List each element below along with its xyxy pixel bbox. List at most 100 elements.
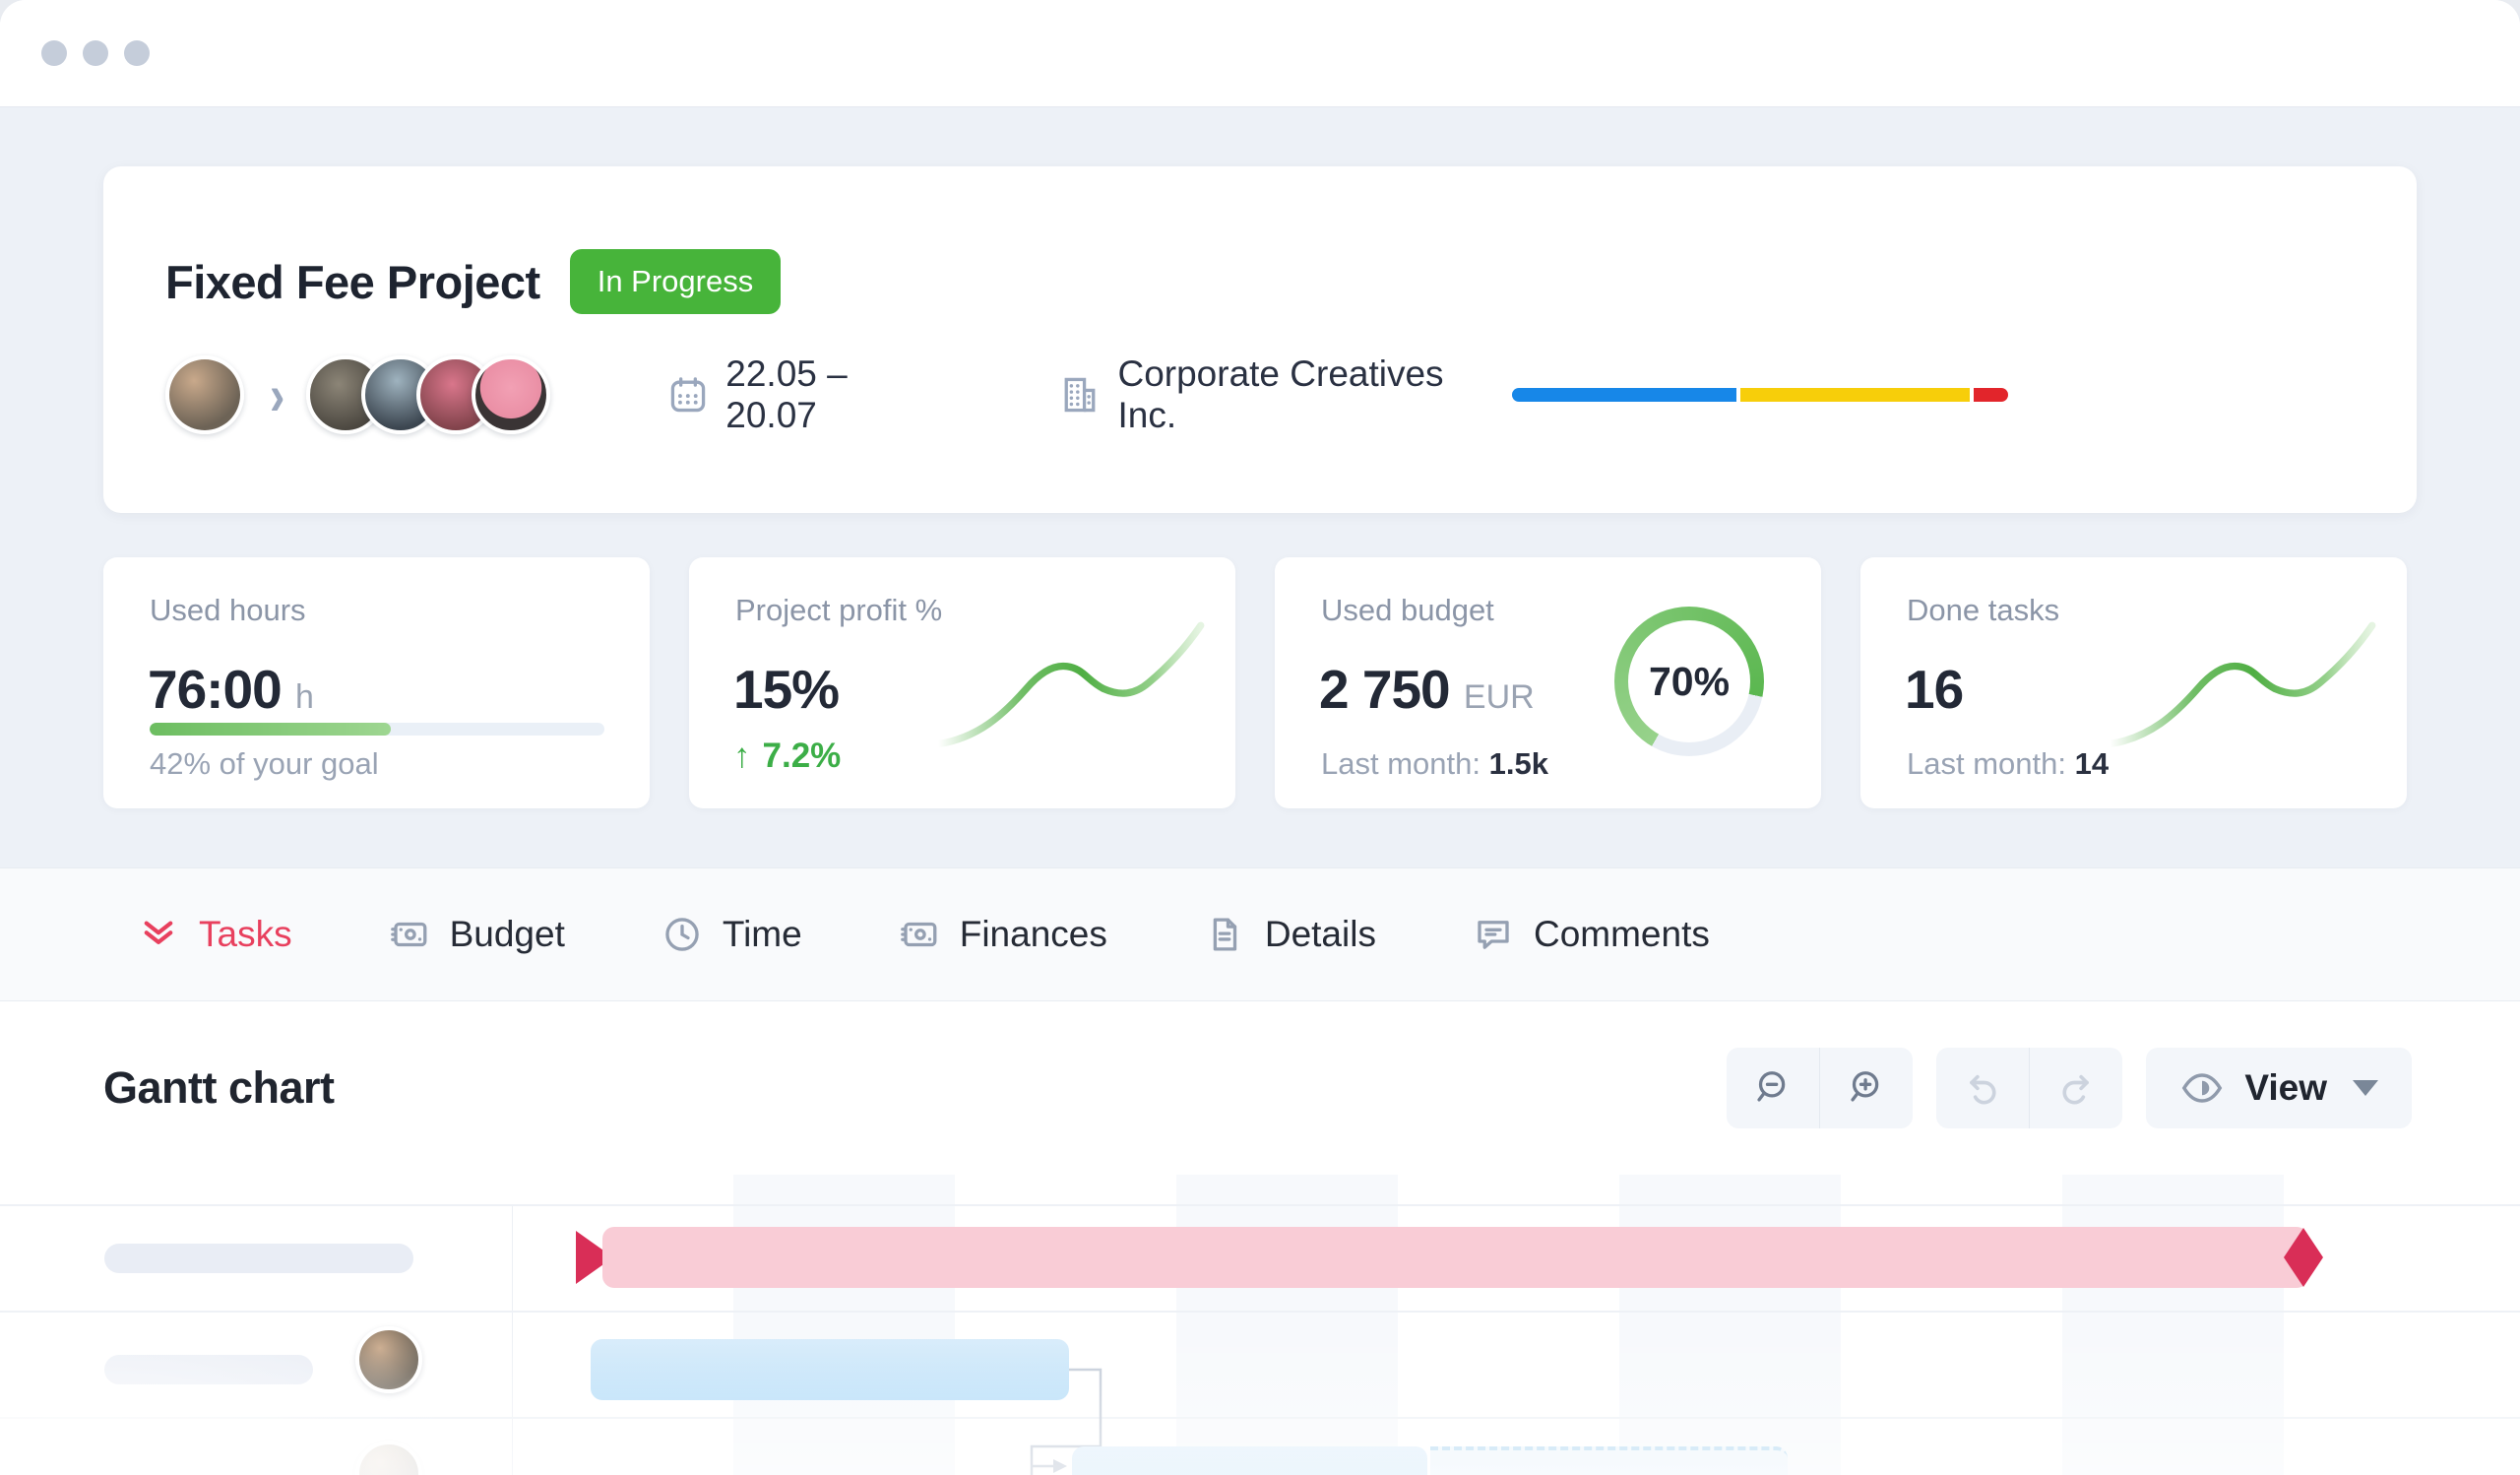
section-tabs: Tasks Budget Time Finances Details (0, 867, 2520, 1001)
gantt-grid-column (2062, 1175, 2284, 1475)
gantt-row-line (0, 1417, 2520, 1419)
stat-value: 16 (1905, 659, 1964, 720)
stat-subtext: Last month: 1.5k (1321, 746, 1548, 781)
banknote-icon (899, 914, 940, 955)
gantt-grid-column (1841, 1175, 2062, 1475)
team-avatar[interactable] (472, 355, 551, 434)
stat-card-used-hours: Used hours 76:00 h 42% of your goal (103, 557, 650, 808)
project-progress-bar (1512, 388, 2008, 402)
building-icon (1065, 377, 1096, 413)
double-check-icon (138, 914, 179, 955)
tab-label: Time (722, 914, 802, 954)
view-button-label: View (2244, 1067, 2327, 1108)
stat-subtext: 42% of your goal (150, 746, 379, 781)
window-control-dot[interactable] (41, 40, 67, 66)
gantt-grid-column (2284, 1175, 2520, 1475)
stat-delta: ↑ 7.2% (733, 737, 842, 775)
zoom-in-button[interactable] (1819, 1048, 1913, 1128)
zoom-out-button[interactable] (1727, 1048, 1819, 1128)
stat-unit: h (294, 678, 314, 716)
tab-finances[interactable]: Finances (899, 914, 1107, 955)
gantt-header: Gantt chart View (0, 1001, 2520, 1175)
window-titlebar (0, 0, 2520, 107)
hours-progress-track (150, 723, 604, 736)
gantt-toolbar: View (1727, 1048, 2412, 1128)
assignee-avatar[interactable] (355, 1441, 422, 1475)
gantt-grid-column (1619, 1175, 1841, 1475)
budget-donut-label: 70% (1648, 658, 1731, 704)
redo-icon (2062, 1074, 2090, 1105)
arrow-up-icon: ↑ (733, 737, 751, 775)
date-range: 22.05 – 20.07 (666, 353, 948, 436)
gantt-grid-column (955, 1175, 1176, 1475)
stat-label: Used hours (150, 593, 306, 627)
history-button-group (1936, 1048, 2123, 1128)
stat-value: 15% (733, 659, 840, 720)
stat-card-done-tasks: Done tasks 16 Last month: 14 (1860, 557, 2407, 808)
redo-button[interactable] (2029, 1048, 2122, 1128)
client-company: Corporate Creatives Inc. (1058, 353, 1512, 436)
gantt-bar-task[interactable] (591, 1339, 1069, 1400)
stat-value: 76:00 h (148, 659, 314, 720)
stat-card-used-budget: Used budget 2 750 EUR Last month: 1.5k 7… (1275, 557, 1821, 808)
banknote-icon (389, 914, 430, 955)
progress-segment-done (1512, 388, 1737, 402)
progress-segment-inprogress (1740, 388, 1971, 402)
tab-time[interactable]: Time (662, 914, 802, 955)
status-badge: In Progress (569, 249, 782, 314)
stat-subtext: Last month: 14 (1907, 746, 2110, 781)
stat-value: 2 750 EUR (1319, 659, 1535, 720)
used-hours-fill (150, 723, 391, 736)
zoom-in-icon (1851, 1071, 1879, 1102)
gantt-bar-summary[interactable] (602, 1227, 2308, 1288)
stat-card-project-profit: Project profit % 15% ↑ 7.2% (689, 557, 1235, 808)
gantt-panel-divider (512, 1204, 513, 1475)
gantt-grid-column (733, 1175, 955, 1475)
document-icon (1204, 914, 1245, 955)
gantt-bar-task[interactable] (1072, 1446, 1427, 1475)
gantt-chart (0, 1175, 2520, 1475)
undo-icon (1970, 1074, 1996, 1105)
tab-tasks[interactable]: Tasks (138, 914, 292, 955)
gantt-row-line (0, 1204, 2520, 1206)
view-button[interactable]: View (2146, 1048, 2412, 1128)
chevron-right-icon: › (269, 362, 285, 427)
stat-label: Used budget (1321, 593, 1494, 627)
gantt-bar-ghost[interactable] (1430, 1446, 1788, 1475)
team-avatar-group (306, 355, 551, 434)
gantt-title: Gantt chart (103, 1062, 335, 1113)
calendar-icon (671, 377, 706, 413)
window-control-dot[interactable] (124, 40, 150, 66)
gantt-grid-column (1176, 1175, 1398, 1475)
comment-icon (1473, 914, 1514, 955)
chevron-down-icon (2353, 1080, 2378, 1096)
date-range-text: 22.05 – 20.07 (725, 353, 848, 435)
eye-icon (2182, 1073, 2223, 1103)
stats-row: Used hours 76:00 h 42% of your goal Proj… (103, 557, 2417, 808)
undo-button[interactable] (1936, 1048, 2029, 1128)
window-control-dot[interactable] (83, 40, 108, 66)
budget-donut (1614, 607, 1764, 756)
profit-sparkline (934, 621, 1205, 748)
client-name: Corporate Creatives Inc. (1117, 353, 1444, 435)
stat-label: Done tasks (1907, 593, 2060, 627)
tasks-sparkline (2106, 621, 2376, 748)
owner-avatar[interactable] (165, 355, 244, 434)
tab-budget[interactable]: Budget (389, 914, 565, 955)
tab-details[interactable]: Details (1204, 914, 1376, 955)
tab-comments[interactable]: Comments (1473, 914, 1710, 955)
stat-label: Project profit % (735, 593, 943, 627)
gantt-grid-column (1398, 1175, 1619, 1475)
gantt-row-line (0, 1311, 2520, 1313)
assignee-avatar[interactable] (355, 1326, 422, 1393)
tab-label: Finances (959, 914, 1107, 954)
project-header-card: Fixed Fee Project In Progress › (103, 166, 2417, 513)
dashboard-band: Fixed Fee Project In Progress › (0, 107, 2520, 867)
tab-label: Tasks (199, 914, 292, 954)
tab-label: Comments (1533, 914, 1710, 954)
stat-unit: EUR (1463, 678, 1535, 716)
task-name-placeholder (104, 1244, 413, 1273)
gantt-grid-column (512, 1175, 733, 1475)
progress-segment-overdue (1974, 388, 2008, 402)
